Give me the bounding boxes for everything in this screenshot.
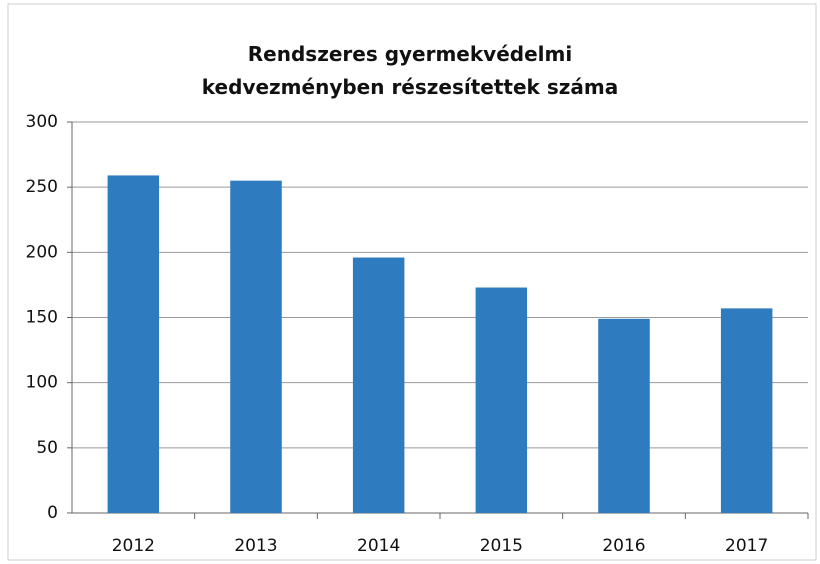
y-tick-label: 0 <box>47 503 58 523</box>
bar <box>230 180 282 513</box>
x-tick-label: 2016 <box>602 536 645 556</box>
chart-border <box>7 3 817 561</box>
y-tick-label: 200 <box>26 242 58 262</box>
y-tick-label: 100 <box>26 373 58 393</box>
chart-title: Rendszeres gyermekvédelmi kedvezményben … <box>201 42 619 99</box>
bar <box>107 175 160 514</box>
bar <box>475 287 528 513</box>
x-tick-label: 2012 <box>112 536 155 556</box>
y-tick-label: 50 <box>36 438 58 458</box>
x-tick-label: 2014 <box>357 536 400 556</box>
bar <box>598 318 650 513</box>
y-tick-label: 250 <box>26 177 58 197</box>
bar <box>352 257 405 513</box>
y-tick-label: 300 <box>26 112 58 132</box>
x-tick-label: 2013 <box>234 536 277 556</box>
x-tick-label: 2015 <box>480 536 523 556</box>
y-tick-label: 150 <box>26 308 58 328</box>
bar <box>720 308 773 513</box>
x-tick-label: 2017 <box>725 536 768 556</box>
